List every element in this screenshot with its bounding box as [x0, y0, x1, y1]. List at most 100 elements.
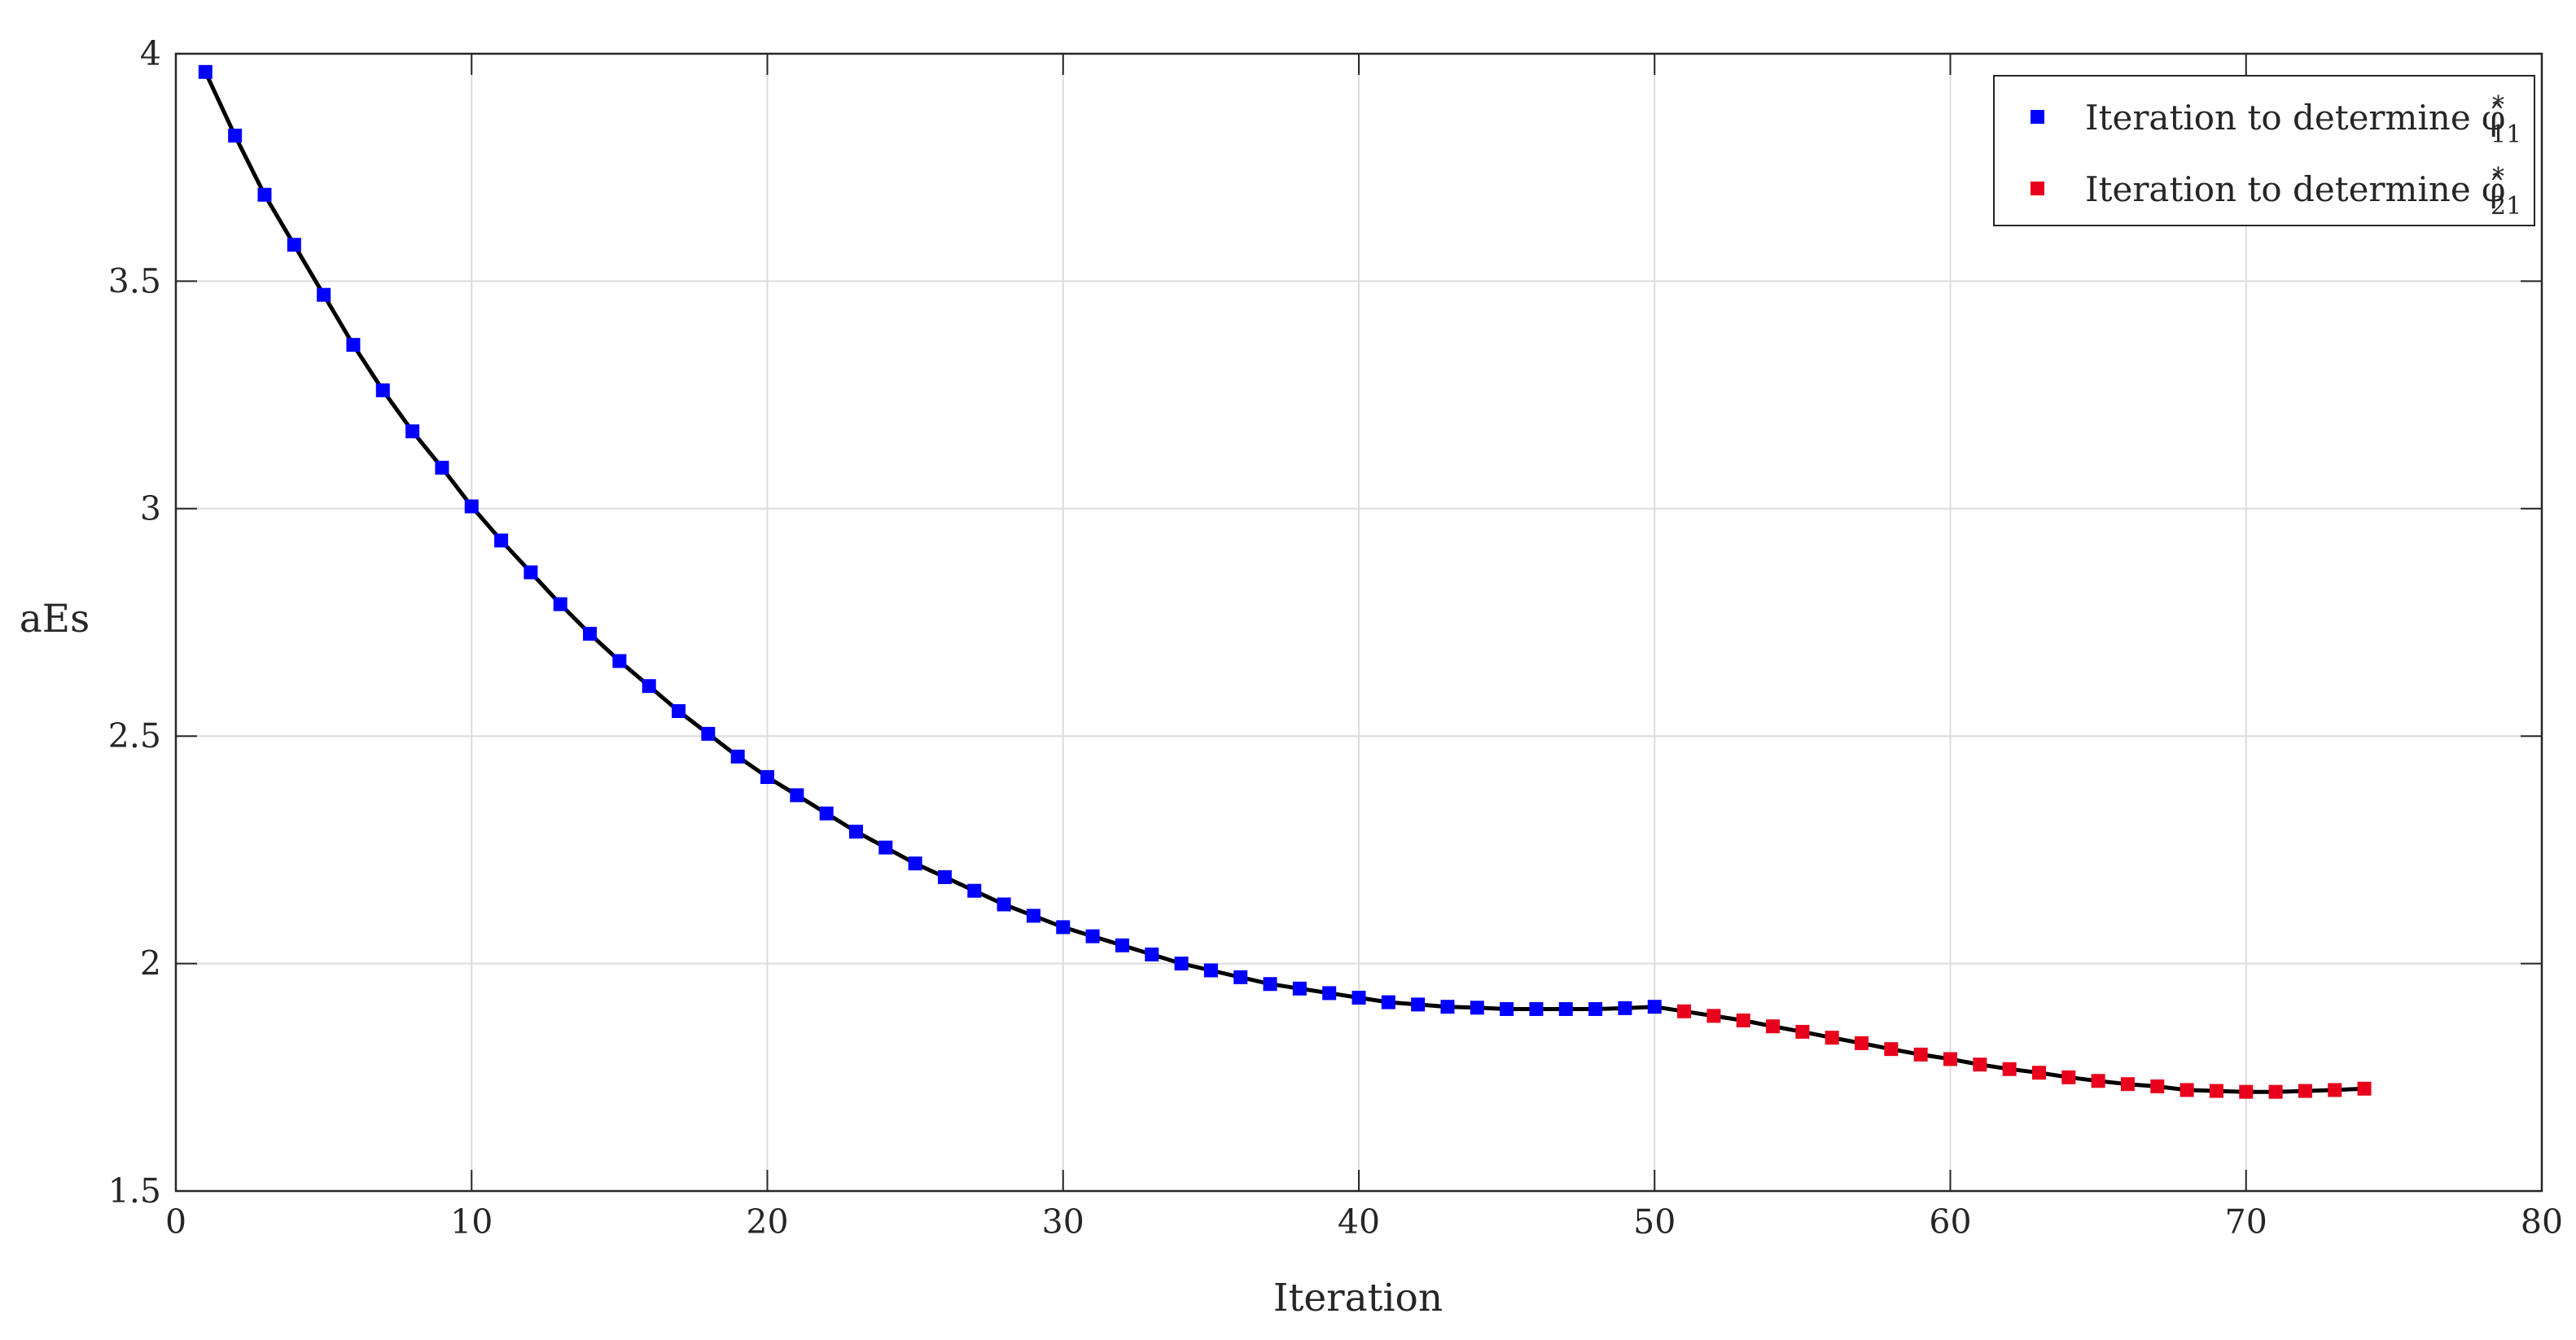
series-2-marker [2268, 1084, 2283, 1099]
legend-subscript-2: 21 [2491, 192, 2521, 221]
series-1-marker [908, 856, 922, 871]
series-1-marker [1263, 977, 1277, 992]
x-tick-label: 80 [2521, 1202, 2563, 1241]
grid [176, 54, 2542, 1191]
legend-label-1: Iteration to determine φ̂ [2085, 98, 2505, 138]
series-1-marker [967, 883, 982, 898]
series-1-marker [819, 806, 834, 821]
series-2-marker [2061, 1070, 2076, 1084]
series-2-marker [2357, 1081, 2372, 1096]
series-2-marker [2239, 1084, 2254, 1099]
legend-superscript-1: * [2492, 91, 2504, 120]
axes [174, 52, 2543, 1193]
series-2-marker [2031, 1066, 2046, 1080]
x-tick-label: 0 [165, 1202, 186, 1241]
series-2-marker [1677, 1004, 1692, 1018]
series-2-marker [2002, 1062, 2017, 1076]
series-1-marker [1026, 909, 1040, 923]
series-2-marker [1766, 1019, 1781, 1034]
series-1-marker [1085, 929, 1100, 944]
series-1-marker [1500, 1001, 1514, 1016]
series-2-marker [2328, 1083, 2342, 1097]
series-2-marker [1736, 1013, 1750, 1027]
series-1-marker [494, 533, 509, 548]
series-2-marker [2209, 1084, 2223, 1098]
legend-label-2: Iteration to determine φ̂ [2085, 169, 2505, 209]
x-tick-label: 40 [1338, 1202, 1380, 1241]
series-1-marker [1411, 997, 1426, 1012]
series-1-marker [1647, 1000, 1662, 1014]
series-1-marker [1056, 920, 1071, 935]
series-2-marker [1884, 1042, 1899, 1057]
series-1-marker [1588, 1001, 1603, 1016]
series-1-marker [997, 897, 1011, 912]
series-1-marker [435, 461, 449, 475]
series-1-marker [701, 726, 716, 741]
series-1-marker [1233, 970, 1248, 984]
series-1-marker [790, 788, 804, 803]
series-markers [198, 64, 2372, 1099]
tick-labels: 0 10 20 30 40 50 60 70 80 1.5 2 2.5 3 3.5 4 [108, 34, 2563, 1241]
series-1-marker [524, 565, 538, 580]
series-1-marker [464, 499, 479, 514]
series-1-marker [672, 703, 686, 718]
series-2-marker [1795, 1024, 1810, 1039]
series-1-marker [1322, 986, 1337, 1001]
series-1-marker [257, 187, 272, 202]
x-axis-title: Iteration [1273, 1276, 1443, 1320]
series-1-marker [1352, 991, 1366, 1005]
series-1-marker [228, 129, 243, 143]
series-2-marker [1943, 1052, 1957, 1066]
series-1-marker [1174, 957, 1189, 971]
series-2-marker [1855, 1036, 1869, 1050]
series-1-marker [405, 424, 420, 439]
x-tick-label: 10 [450, 1202, 493, 1241]
series-2-marker [2180, 1083, 2194, 1097]
x-tick-label: 30 [1042, 1202, 1084, 1241]
series-2-marker [2150, 1079, 2165, 1093]
series-2-marker [2091, 1074, 2105, 1088]
series-1-marker [612, 654, 627, 668]
y-tick-label: 1.5 [108, 1171, 161, 1211]
series-1-marker [730, 749, 745, 764]
series-1-marker [1558, 1001, 1573, 1016]
y-tick-label: 2.5 [108, 716, 161, 755]
series-1-marker [583, 626, 598, 641]
series-2-marker [2298, 1084, 2312, 1098]
y-tick-label: 3.5 [108, 261, 161, 300]
series-1-marker [1529, 1001, 1544, 1016]
x-tick-label: 50 [1633, 1202, 1676, 1241]
legend-marker-2 [2031, 182, 2044, 195]
series-1-marker [317, 287, 331, 302]
y-tick-label: 3 [140, 489, 161, 528]
series-1-marker [1470, 1001, 1484, 1015]
series-1-marker [1203, 963, 1218, 978]
series-1-marker [848, 825, 863, 839]
series-2-marker [1913, 1047, 1928, 1062]
x-tick-label: 20 [746, 1202, 788, 1241]
legend-superscript-2: * [2492, 163, 2504, 191]
series-1-marker [937, 869, 952, 884]
series-1-marker [287, 238, 301, 252]
y-tick-label: 4 [140, 34, 161, 73]
series-1-marker [1381, 995, 1395, 1009]
series-1-marker [1292, 981, 1307, 996]
series-1-marker [1618, 1001, 1632, 1015]
series-1-marker [642, 679, 656, 694]
x-tick-label: 60 [1929, 1202, 1971, 1241]
series-2-marker [1973, 1058, 1987, 1072]
series-2-marker [2120, 1077, 2135, 1092]
legend-box [1993, 75, 2535, 226]
series-2-marker [1825, 1031, 1839, 1045]
plot-frame [174, 52, 2543, 1193]
y-tick-label: 2 [140, 944, 161, 983]
series-1-marker [553, 597, 567, 611]
legend-subscript-1: 11 [2491, 120, 2521, 149]
series-1-marker [198, 64, 212, 79]
series-1-marker [878, 840, 893, 855]
series-1-marker [1440, 1000, 1455, 1014]
legend-marker-1 [2031, 110, 2044, 124]
series-2-marker [1706, 1009, 1721, 1023]
